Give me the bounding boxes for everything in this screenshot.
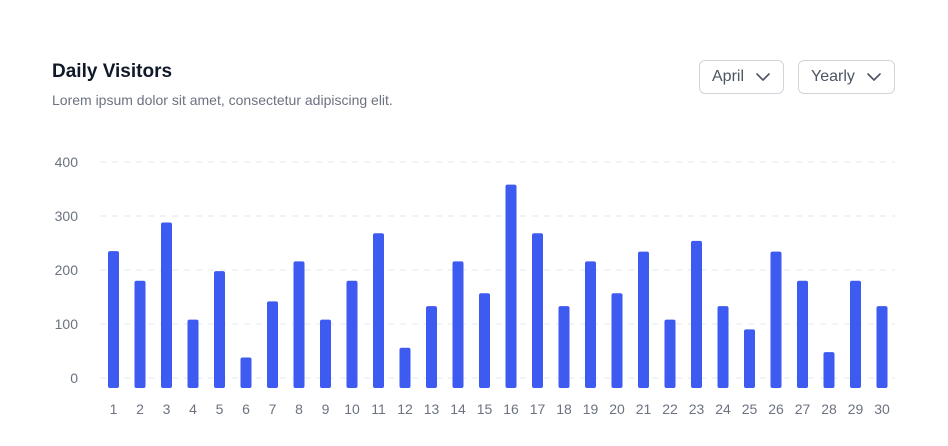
y-tick-label: 200 bbox=[55, 262, 79, 278]
x-tick-label: 1 bbox=[110, 401, 118, 417]
bar-day-20[interactable] bbox=[611, 293, 623, 388]
x-tick-label: 14 bbox=[450, 401, 466, 417]
x-tick-label: 9 bbox=[322, 401, 330, 417]
bar-day-16[interactable] bbox=[505, 184, 517, 388]
chart-subtitle: Lorem ipsum dolor sit amet, consectetur … bbox=[52, 92, 393, 108]
bar-day-28[interactable] bbox=[823, 352, 835, 388]
x-tick-label: 6 bbox=[242, 401, 250, 417]
chart-title: Daily Visitors bbox=[52, 61, 173, 82]
x-tick-label: 28 bbox=[821, 401, 837, 417]
bar-day-26[interactable] bbox=[770, 251, 782, 388]
month-select[interactable]: April bbox=[699, 60, 784, 94]
x-tick-label: 12 bbox=[397, 401, 413, 417]
bar-day-19[interactable] bbox=[585, 261, 596, 388]
x-tick-label: 16 bbox=[503, 401, 519, 417]
x-tick-label: 2 bbox=[136, 401, 144, 417]
bar-day-15[interactable] bbox=[479, 293, 490, 388]
x-tick-label: 24 bbox=[715, 401, 731, 417]
bar-day-18[interactable] bbox=[558, 306, 570, 388]
x-tick-label: 15 bbox=[477, 401, 493, 417]
bar-day-12[interactable] bbox=[399, 347, 411, 388]
x-tick-label: 25 bbox=[742, 401, 758, 417]
bar-day-1[interactable] bbox=[108, 251, 119, 388]
y-tick-label: 300 bbox=[55, 208, 79, 224]
x-tick-label: 27 bbox=[795, 401, 811, 417]
x-tick-label: 8 bbox=[295, 401, 303, 417]
bar-day-27[interactable] bbox=[797, 280, 808, 388]
bar-day-10[interactable] bbox=[346, 280, 358, 388]
x-tick-label: 10 bbox=[344, 401, 360, 417]
x-tick-label: 21 bbox=[636, 401, 652, 417]
bar-day-22[interactable] bbox=[664, 319, 676, 388]
x-tick-label: 30 bbox=[874, 401, 890, 417]
x-tick-label: 4 bbox=[189, 401, 197, 417]
bar-day-29[interactable] bbox=[850, 280, 861, 388]
y-tick-label: 400 bbox=[55, 154, 79, 170]
bar-day-3[interactable] bbox=[161, 222, 172, 388]
chevron-down-icon bbox=[756, 73, 770, 81]
bar-day-8[interactable] bbox=[293, 261, 305, 388]
y-tick-label: 100 bbox=[55, 316, 79, 332]
x-tick-label: 5 bbox=[216, 401, 224, 417]
x-tick-label: 26 bbox=[768, 401, 784, 417]
period-select-value: Yearly bbox=[811, 68, 855, 85]
bar-day-24[interactable] bbox=[717, 306, 729, 388]
bar-day-4[interactable] bbox=[187, 319, 199, 388]
bar-day-7[interactable] bbox=[267, 301, 278, 388]
bar-day-11[interactable] bbox=[373, 233, 384, 388]
bar-day-2[interactable] bbox=[134, 280, 146, 388]
bar-day-5[interactable] bbox=[214, 271, 225, 388]
month-select-value: April bbox=[712, 68, 745, 85]
x-tick-label: 7 bbox=[269, 401, 277, 417]
x-tick-label: 23 bbox=[689, 401, 705, 417]
bar-day-6[interactable] bbox=[240, 357, 252, 388]
bar-day-21[interactable] bbox=[638, 251, 649, 388]
x-tick-label: 29 bbox=[848, 401, 864, 417]
period-select[interactable]: Yearly bbox=[798, 60, 895, 94]
bar-day-17[interactable] bbox=[532, 233, 543, 388]
x-tick-label: 13 bbox=[424, 401, 440, 417]
y-tick-label: 0 bbox=[70, 370, 78, 386]
bar-day-23[interactable] bbox=[691, 240, 702, 388]
bar-day-9[interactable] bbox=[320, 319, 331, 388]
x-tick-label: 22 bbox=[662, 401, 678, 417]
bar-day-13[interactable] bbox=[426, 306, 437, 388]
x-tick-label: 19 bbox=[583, 401, 599, 417]
x-tick-label: 3 bbox=[163, 401, 171, 417]
x-tick-label: 11 bbox=[371, 401, 386, 417]
bar-day-30[interactable] bbox=[876, 306, 888, 388]
bar-day-25[interactable] bbox=[744, 329, 755, 388]
x-tick-label: 18 bbox=[556, 401, 572, 417]
x-tick-label: 20 bbox=[609, 401, 625, 417]
chevron-down-icon bbox=[867, 73, 881, 81]
bar-day-14[interactable] bbox=[452, 261, 464, 388]
x-tick-label: 17 bbox=[530, 401, 546, 417]
